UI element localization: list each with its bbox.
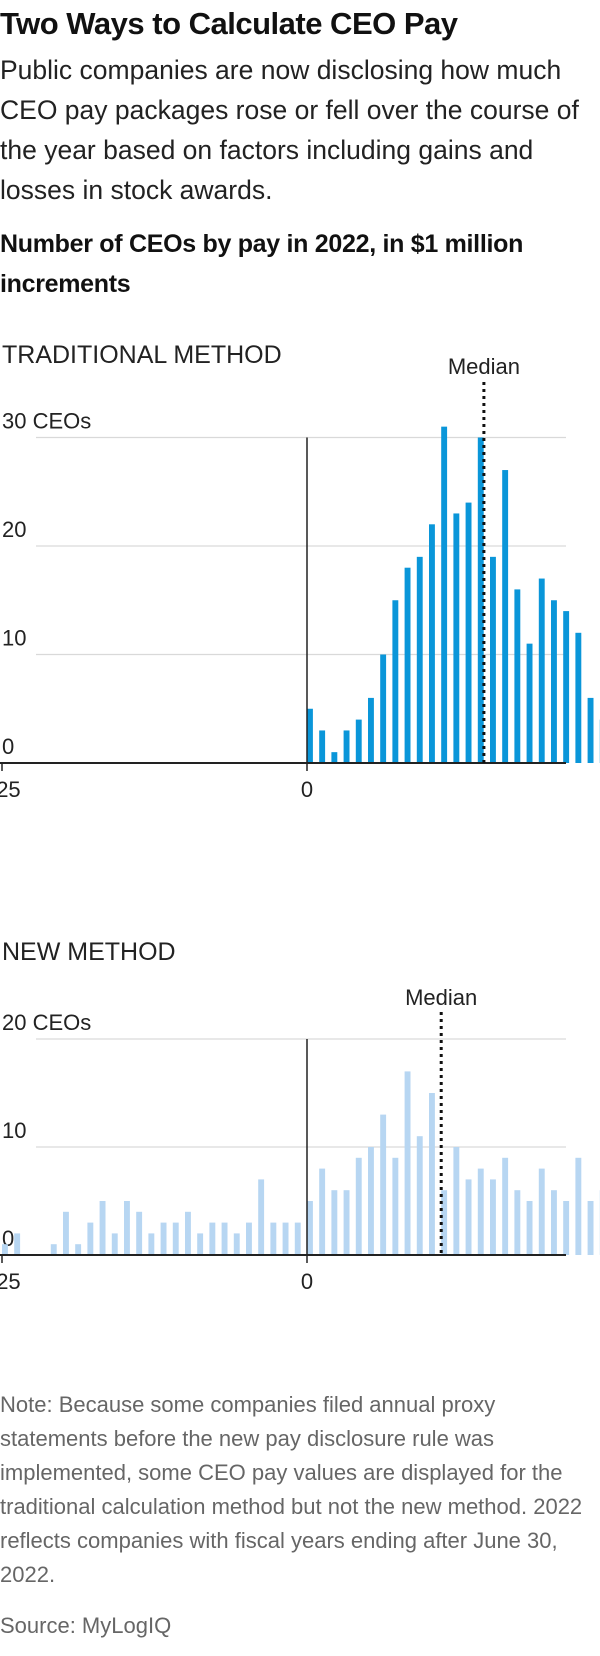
y-tick-label: 30 CEOs <box>2 409 91 434</box>
x-tick-label: −25 <box>0 1269 21 1294</box>
histogram-bar <box>380 654 387 763</box>
histogram-bar <box>477 437 484 763</box>
histogram-bar <box>514 1190 521 1255</box>
histogram-bar <box>587 697 594 763</box>
histogram-bar <box>270 1222 277 1255</box>
median-label: Median <box>405 985 477 1010</box>
histogram-bar <box>538 1168 545 1255</box>
median-label: Median <box>448 354 520 379</box>
histogram-bar <box>355 719 362 763</box>
histogram-bar <box>465 1179 472 1255</box>
histogram-bar <box>233 1233 240 1255</box>
histogram-bar <box>465 502 472 763</box>
histogram-bar <box>148 1233 155 1255</box>
histogram-bar <box>87 1222 94 1255</box>
panel-title: NEW METHOD <box>2 938 176 966</box>
histogram-bar <box>50 1244 57 1255</box>
histogram-bar <box>282 1222 289 1255</box>
histogram-bar <box>75 1244 82 1255</box>
histogram-bar <box>477 1168 484 1255</box>
histogram-bar <box>343 730 350 763</box>
panel-title: TRADITIONAL METHOD <box>2 341 282 369</box>
histogram-bar <box>124 1201 130 1255</box>
y-tick-label: 20 CEOs <box>2 1010 91 1035</box>
histogram-bar <box>368 697 374 763</box>
histogram-bar <box>453 1147 460 1255</box>
histogram-bar <box>258 1179 265 1255</box>
y-tick-label: 10 <box>2 1118 26 1143</box>
histogram-bar <box>563 611 570 763</box>
histogram-bar <box>587 1201 594 1255</box>
histogram-bar <box>490 1179 496 1255</box>
x-tick-label: −25 <box>0 777 21 802</box>
histogram-bar <box>551 600 557 763</box>
histogram-bar <box>441 426 448 763</box>
chart-heading: Number of CEOs by pay in 2022, in $1 mil… <box>0 230 524 298</box>
histogram-bar <box>197 1233 204 1255</box>
y-tick-label: 0 <box>2 734 14 759</box>
histogram-bar <box>63 1211 69 1255</box>
histogram-bar <box>307 708 313 763</box>
histogram-bar <box>502 1157 509 1255</box>
histogram-bar <box>111 1233 118 1255</box>
histogram-bar <box>368 1147 374 1255</box>
histogram-bar <box>2 1244 8 1255</box>
histogram-bar <box>392 1157 399 1255</box>
histogram-bar <box>99 1201 106 1255</box>
histogram-bar <box>221 1222 228 1255</box>
histogram-bar <box>331 1190 338 1255</box>
y-tick-label: 10 <box>2 626 26 651</box>
histogram-bar <box>526 643 533 763</box>
histogram-bar <box>246 1222 252 1255</box>
histogram-bar <box>416 1136 423 1255</box>
histogram-bar <box>514 589 521 763</box>
histogram-bar <box>136 1211 143 1255</box>
histogram-bar <box>575 632 582 763</box>
histogram-bar <box>551 1190 557 1255</box>
histogram-bar <box>453 513 460 763</box>
histogram-bar <box>404 1071 411 1255</box>
histogram-bar <box>185 1211 191 1255</box>
histogram-bar <box>294 1222 301 1255</box>
histogram-bar <box>538 578 545 763</box>
histogram-bar <box>307 1201 313 1255</box>
histogram-bar <box>526 1201 533 1255</box>
histogram-bar <box>392 600 399 763</box>
histogram-bar <box>380 1114 387 1255</box>
histogram-bar <box>404 567 411 763</box>
histogram-bar <box>319 730 326 763</box>
histogram-bar <box>441 1190 448 1255</box>
y-tick-label: 20 <box>2 517 26 542</box>
page-subtitle: Public companies are now disclosing how … <box>0 55 579 205</box>
chart-note: Note: Because some companies filed annua… <box>0 1392 583 1587</box>
histogram-bar <box>343 1190 350 1255</box>
histogram-bar <box>172 1222 179 1255</box>
histogram-bar <box>429 1093 435 1255</box>
histogram-bar <box>429 524 435 763</box>
histogram-bar <box>355 1157 362 1255</box>
histogram-bar <box>416 556 423 763</box>
x-tick-label: 0 <box>301 1269 313 1294</box>
x-tick-label: 0 <box>301 777 313 802</box>
histogram-bar <box>160 1222 167 1255</box>
histogram-bar <box>14 1233 21 1255</box>
chart-source: Source: MyLogIQ <box>0 1613 172 1638</box>
histogram-bar <box>563 1201 570 1255</box>
page-title: Two Ways to Calculate CEO Pay <box>0 6 458 41</box>
histogram-bar <box>575 1157 582 1255</box>
histogram-bar <box>209 1222 216 1255</box>
histogram-bar <box>490 556 496 763</box>
histogram-bar <box>319 1168 326 1255</box>
histogram-bar <box>502 470 509 763</box>
histogram-bar <box>331 752 338 763</box>
